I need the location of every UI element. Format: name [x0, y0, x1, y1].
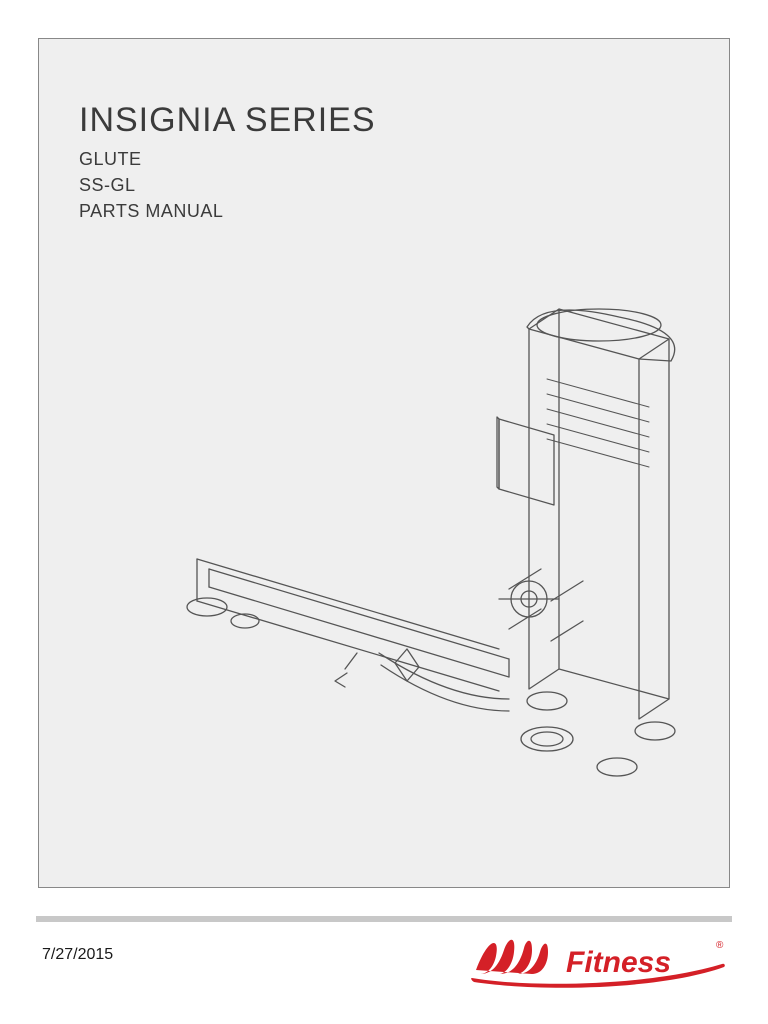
product-drawing	[149, 269, 709, 829]
svg-text:®: ®	[716, 940, 724, 951]
cover-panel: INSIGNIA SERIES GLUTE SS-GL PARTS MANUAL	[38, 38, 730, 888]
svg-text:Fitness: Fitness	[566, 946, 671, 979]
subtitle-line-1: GLUTE	[79, 146, 376, 172]
machine-line-art-svg	[149, 269, 709, 829]
document-title: INSIGNIA SERIES	[79, 101, 376, 140]
footer-divider	[36, 916, 732, 922]
footer-date: 7/27/2015	[42, 946, 113, 964]
subtitle-line-2: SS-GL	[79, 172, 376, 198]
brand-logo: Fitness ®	[470, 928, 730, 992]
title-block: INSIGNIA SERIES GLUTE SS-GL PARTS MANUAL	[79, 101, 376, 224]
subtitle-line-3: PARTS MANUAL	[79, 198, 376, 224]
life-fitness-logo-svg: Fitness ®	[470, 928, 730, 992]
